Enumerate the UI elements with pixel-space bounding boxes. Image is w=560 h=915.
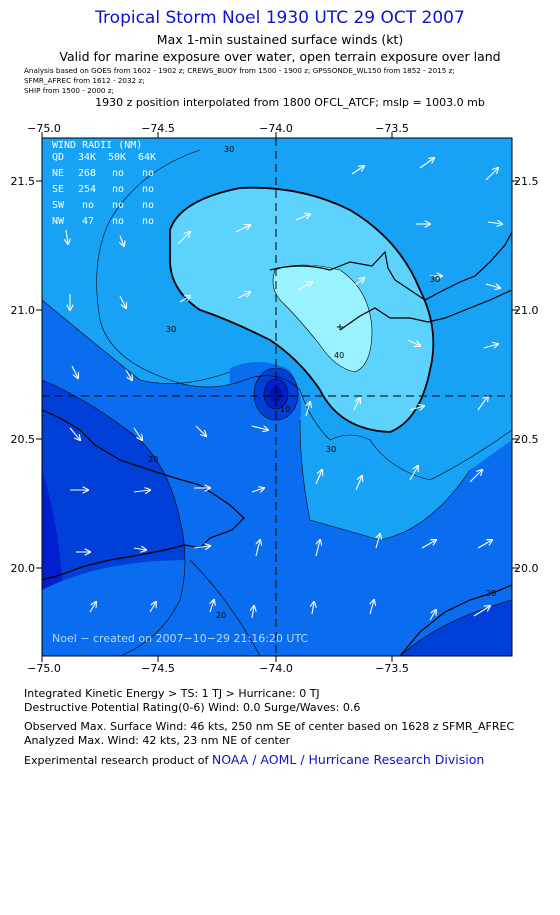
contour-label: 10: [280, 405, 290, 414]
wind-radii-table: WIND RADII (NM) QD 34K 50K 64K NE 268 no…: [52, 140, 156, 227]
wind-radii-header: QD: [52, 152, 64, 163]
x-tick-label: −74.0: [259, 662, 293, 675]
y-tick-label: 20.5: [11, 433, 36, 446]
creation-credit: Noel − created on 2007−10−29 21:16:20 UT…: [52, 632, 309, 645]
y-tick-label: 21.0: [514, 304, 539, 317]
contour-label: 40: [334, 351, 344, 360]
dpr-line: Destructive Potential Rating(0-6) Wind: …: [24, 701, 361, 714]
analysis-line: Analysis based on GOES from 1602 - 1902 …: [24, 66, 455, 75]
research-line: Experimental research product of NOAA / …: [24, 752, 484, 767]
svg-text:no: no: [142, 216, 154, 227]
analysis-line: SFMR_AFREC from 1612 - 2032 z;: [24, 76, 145, 85]
svg-text:no: no: [112, 200, 124, 211]
x-tick-label: −75.0: [27, 662, 61, 675]
x-tick-label: −74.5: [141, 122, 175, 135]
svg-text:64K: 64K: [138, 152, 156, 163]
ike-line: Integrated Kinetic Energy > TS: 1 TJ > H…: [24, 687, 320, 700]
contour-label: 30: [430, 275, 440, 284]
svg-text:254: 254: [78, 184, 96, 195]
map-title: Tropical Storm Noel 1930 UTC 29 OCT 2007: [95, 8, 465, 28]
contour-label: 30: [166, 325, 176, 334]
x-axis-labels-top: −75.0 −74.5 −74.0 −73.5: [27, 122, 409, 135]
contour-label: 30: [224, 145, 234, 154]
svg-text:no: no: [112, 216, 124, 227]
y-tick-label: 21.5: [514, 175, 539, 188]
y-tick-label: 20.0: [514, 562, 539, 575]
contour-lines: [42, 149, 512, 656]
research-prefix: Experimental research product of: [24, 754, 212, 767]
hrd-link[interactable]: NOAA / AOML / Hurricane Research Divisio…: [211, 752, 485, 767]
y-axis-labels-right: 21.5 21.0 20.5 20.0: [514, 175, 539, 575]
wind-radii-title: WIND RADII (NM): [52, 140, 142, 151]
svg-text:no: no: [82, 200, 94, 211]
wind-field-map: + 30 30 40 10 30 30 20 20 20 WIND RADII …: [11, 122, 539, 675]
contour-label: 20: [216, 611, 226, 620]
field-max: [272, 265, 372, 372]
contour-labels: 30 30 40 10 30 30 20 20 20: [148, 145, 496, 620]
position-note: 1930 z position interpolated from 1800 O…: [95, 96, 485, 109]
plot-frame: [41, 137, 513, 657]
analysis-line: SHIP from 1500 - 2000 z;: [24, 86, 114, 95]
max-wind-marker: +: [336, 322, 344, 333]
wind-vectors: [66, 158, 502, 621]
x-tick-label: −74.0: [259, 122, 293, 135]
contour-label: 30: [326, 445, 336, 454]
y-axis-labels-left: 21.5 21.0 20.5 20.0: [11, 175, 36, 575]
wind-radii-row: SE: [52, 184, 64, 195]
contour-label: 20: [486, 589, 496, 598]
svg-text:50K: 50K: [108, 152, 126, 163]
wind-radii-row: NW: [52, 216, 65, 227]
x-tick-label: −73.5: [375, 662, 409, 675]
wind-radii-row: SW: [52, 200, 65, 211]
svg-text:47: 47: [82, 216, 94, 227]
x-tick-label: −75.0: [27, 122, 61, 135]
map-subtitle: Max 1-min sustained surface winds (kt): [156, 32, 404, 47]
x-tick-label: −74.5: [141, 662, 175, 675]
x-axis-labels-bottom: −75.0 −74.5 −74.0 −73.5: [27, 662, 409, 675]
svg-text:no: no: [112, 168, 124, 179]
svg-text:no: no: [142, 184, 154, 195]
y-tick-label: 21.0: [11, 304, 36, 317]
observed-max-line: Observed Max. Surface Wind: 46 kts, 250 …: [24, 720, 515, 733]
svg-text:no: no: [142, 200, 154, 211]
tick-marks: [36, 132, 518, 662]
analyzed-max-line: Analyzed Max. Wind: 42 kts, 23 nm NE of …: [24, 734, 291, 747]
svg-text:268: 268: [78, 168, 96, 179]
y-tick-label: 20.5: [514, 433, 539, 446]
x-tick-label: −73.5: [375, 122, 409, 135]
ts-wind-boundary: [169, 186, 435, 433]
wind-radii-row: NE: [52, 168, 64, 179]
y-tick-label: 21.5: [11, 175, 36, 188]
storm-eye: [270, 386, 282, 402]
coastlines: [42, 231, 512, 656]
svg-text:no: no: [142, 168, 154, 179]
center-crosshair: [42, 138, 512, 656]
svg-text:no: no: [112, 184, 124, 195]
y-tick-label: 20.0: [11, 562, 36, 575]
svg-text:34K: 34K: [78, 152, 96, 163]
contour-label: 20: [148, 455, 158, 464]
validity-note: Valid for marine exposure over water, op…: [59, 49, 501, 64]
